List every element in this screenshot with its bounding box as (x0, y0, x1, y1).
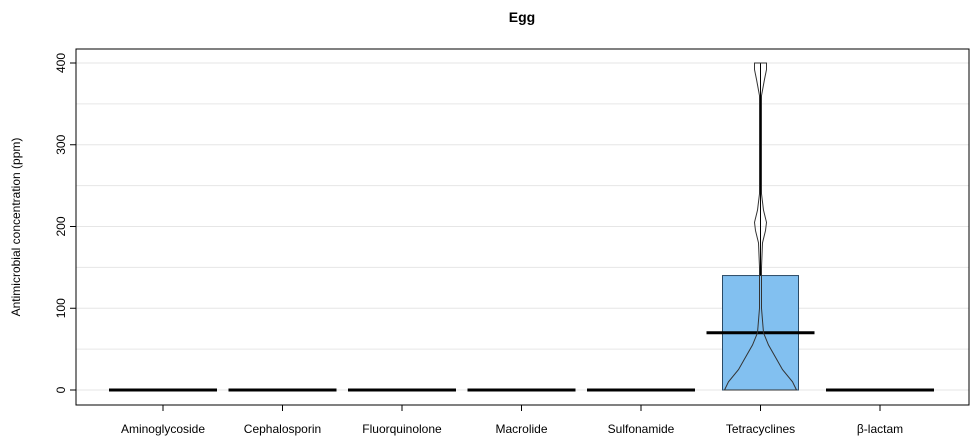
y-tick-label: 100 (54, 298, 68, 318)
violin-outline (723, 62, 798, 391)
y-tick-label: 400 (54, 53, 68, 73)
x-category-label: Aminoglycoside (121, 422, 205, 436)
y-tick-label: 300 (54, 134, 68, 154)
y-tick-label: 200 (54, 216, 68, 236)
chart-title: Egg (509, 9, 535, 25)
box-tetracyclines (706, 63, 815, 391)
x-axis-category-labels: Aminoglycoside Cephalosporin Fluorquinolon… (121, 405, 903, 436)
x-category-label: Fluorquinolone (362, 422, 442, 436)
y-axis-label: Antimicrobial concentration (ppm) (9, 138, 23, 317)
y-axis: 0 100 200 300 400 (54, 53, 76, 393)
x-category-label: Sulfonamide (608, 422, 675, 436)
x-category-label: Macrolide (495, 422, 547, 436)
x-category-label: Cephalosporin (244, 422, 321, 436)
x-category-label: β-lactam (857, 422, 903, 436)
gridlines (76, 62, 969, 391)
y-tick-label: 0 (54, 386, 68, 393)
plot-marks (109, 62, 934, 392)
plot-frame (75, 48, 970, 406)
x-category-label: Tetracyclines (726, 422, 795, 436)
